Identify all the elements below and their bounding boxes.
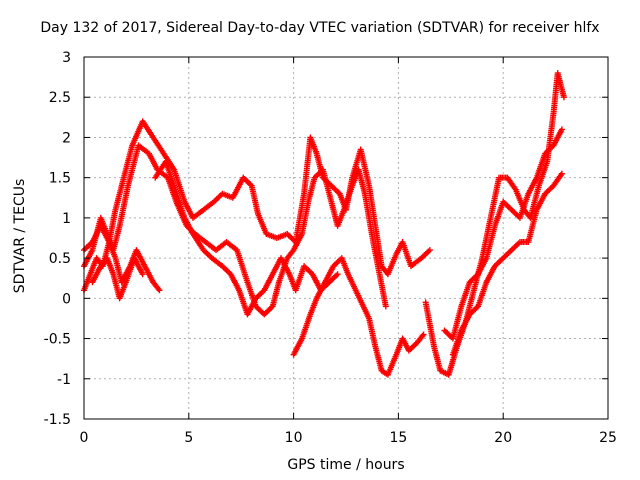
x-tick-label: 0 bbox=[80, 430, 89, 446]
series-3 bbox=[81, 158, 341, 318]
y-tick-label: 2.5 bbox=[49, 90, 71, 106]
data-point bbox=[426, 247, 433, 254]
y-tick-label: 1.5 bbox=[49, 171, 71, 187]
x-tick-label: 20 bbox=[494, 430, 512, 446]
x-tick-label: 10 bbox=[285, 430, 303, 446]
data-points bbox=[81, 70, 567, 378]
y-tick-label: 0.5 bbox=[49, 251, 71, 267]
y-tick-label: 0 bbox=[62, 291, 71, 307]
data-point bbox=[139, 271, 146, 278]
y-axis-label: SDTVAR / TECUs bbox=[12, 178, 28, 294]
series-2 bbox=[81, 142, 389, 318]
y-tick-label: -1 bbox=[57, 372, 71, 388]
series-1 bbox=[81, 118, 433, 278]
x-tick-label: 5 bbox=[184, 430, 193, 446]
data-point bbox=[558, 126, 565, 133]
y-tick-label: -1.5 bbox=[44, 412, 71, 428]
y-tick-label: -0.5 bbox=[44, 332, 71, 348]
data-point bbox=[420, 331, 427, 338]
series-6 bbox=[441, 126, 565, 342]
y-tick-label: 2 bbox=[62, 130, 71, 146]
data-point bbox=[560, 94, 567, 101]
series-7 bbox=[449, 170, 565, 358]
data-point bbox=[156, 287, 163, 294]
axis-ticks: 0 5 10 15 20 25 -1.5 -1 -0.5 0 0.5 1 1.5 2 2.5 3 bbox=[44, 50, 617, 446]
plot-frame bbox=[83, 56, 609, 420]
data-point bbox=[558, 170, 565, 177]
y-tick-label: 3 bbox=[62, 50, 71, 66]
x-tick-label: 15 bbox=[389, 430, 407, 446]
x-tick-label: 25 bbox=[599, 430, 617, 446]
series-4 bbox=[89, 255, 427, 378]
chart-title: Day 132 of 2017, Sidereal Day-to-day VTE… bbox=[40, 20, 600, 36]
data-point bbox=[382, 303, 389, 310]
x-axis-label: GPS time / hours bbox=[287, 457, 405, 473]
data-point bbox=[334, 271, 341, 278]
y-tick-label: 1 bbox=[62, 211, 71, 227]
